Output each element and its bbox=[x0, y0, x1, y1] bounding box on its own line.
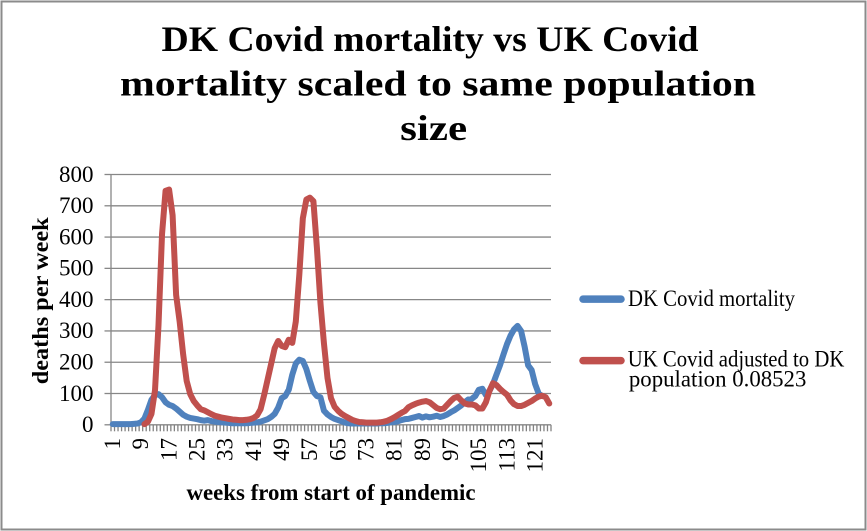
svg-text:97: 97 bbox=[438, 438, 463, 461]
svg-text:17: 17 bbox=[156, 438, 181, 461]
svg-text:57: 57 bbox=[297, 438, 322, 461]
svg-text:200: 200 bbox=[59, 350, 94, 375]
svg-text:1: 1 bbox=[100, 438, 125, 450]
svg-text:mortality scaled to same popul: mortality scaled to same population bbox=[120, 64, 756, 104]
svg-text:33: 33 bbox=[213, 438, 238, 461]
svg-text:121: 121 bbox=[522, 438, 547, 473]
svg-text:deaths per week: deaths per week bbox=[28, 217, 53, 384]
svg-text:25: 25 bbox=[185, 438, 210, 461]
svg-text:113: 113 bbox=[494, 438, 519, 472]
svg-text:500: 500 bbox=[59, 256, 94, 281]
svg-text:9: 9 bbox=[128, 438, 153, 450]
svg-text:300: 300 bbox=[59, 318, 94, 343]
svg-text:41: 41 bbox=[241, 438, 266, 461]
svg-text:DK Covid mortality vs UK Covid: DK Covid mortality vs UK Covid bbox=[162, 19, 699, 59]
svg-text:65: 65 bbox=[325, 438, 350, 461]
svg-text:105: 105 bbox=[466, 438, 491, 473]
svg-text:400: 400 bbox=[59, 287, 94, 312]
svg-text:0: 0 bbox=[82, 412, 94, 437]
svg-text:100: 100 bbox=[59, 381, 94, 406]
svg-text:weeks from start of pandemic: weeks from start of pandemic bbox=[187, 480, 476, 505]
svg-text:89: 89 bbox=[410, 438, 435, 461]
svg-text:800: 800 bbox=[59, 162, 94, 187]
svg-text:700: 700 bbox=[59, 193, 94, 218]
svg-text:UK Covid adjusted to DK: UK Covid adjusted to DK bbox=[628, 347, 845, 373]
svg-text:81: 81 bbox=[382, 438, 407, 461]
svg-text:size: size bbox=[400, 108, 467, 148]
svg-text:73: 73 bbox=[354, 438, 379, 461]
svg-text:600: 600 bbox=[59, 224, 94, 249]
svg-text:population 0.08523: population 0.08523 bbox=[629, 366, 807, 392]
svg-text:49: 49 bbox=[269, 438, 294, 461]
svg-text:DK Covid mortality: DK Covid mortality bbox=[628, 286, 795, 312]
